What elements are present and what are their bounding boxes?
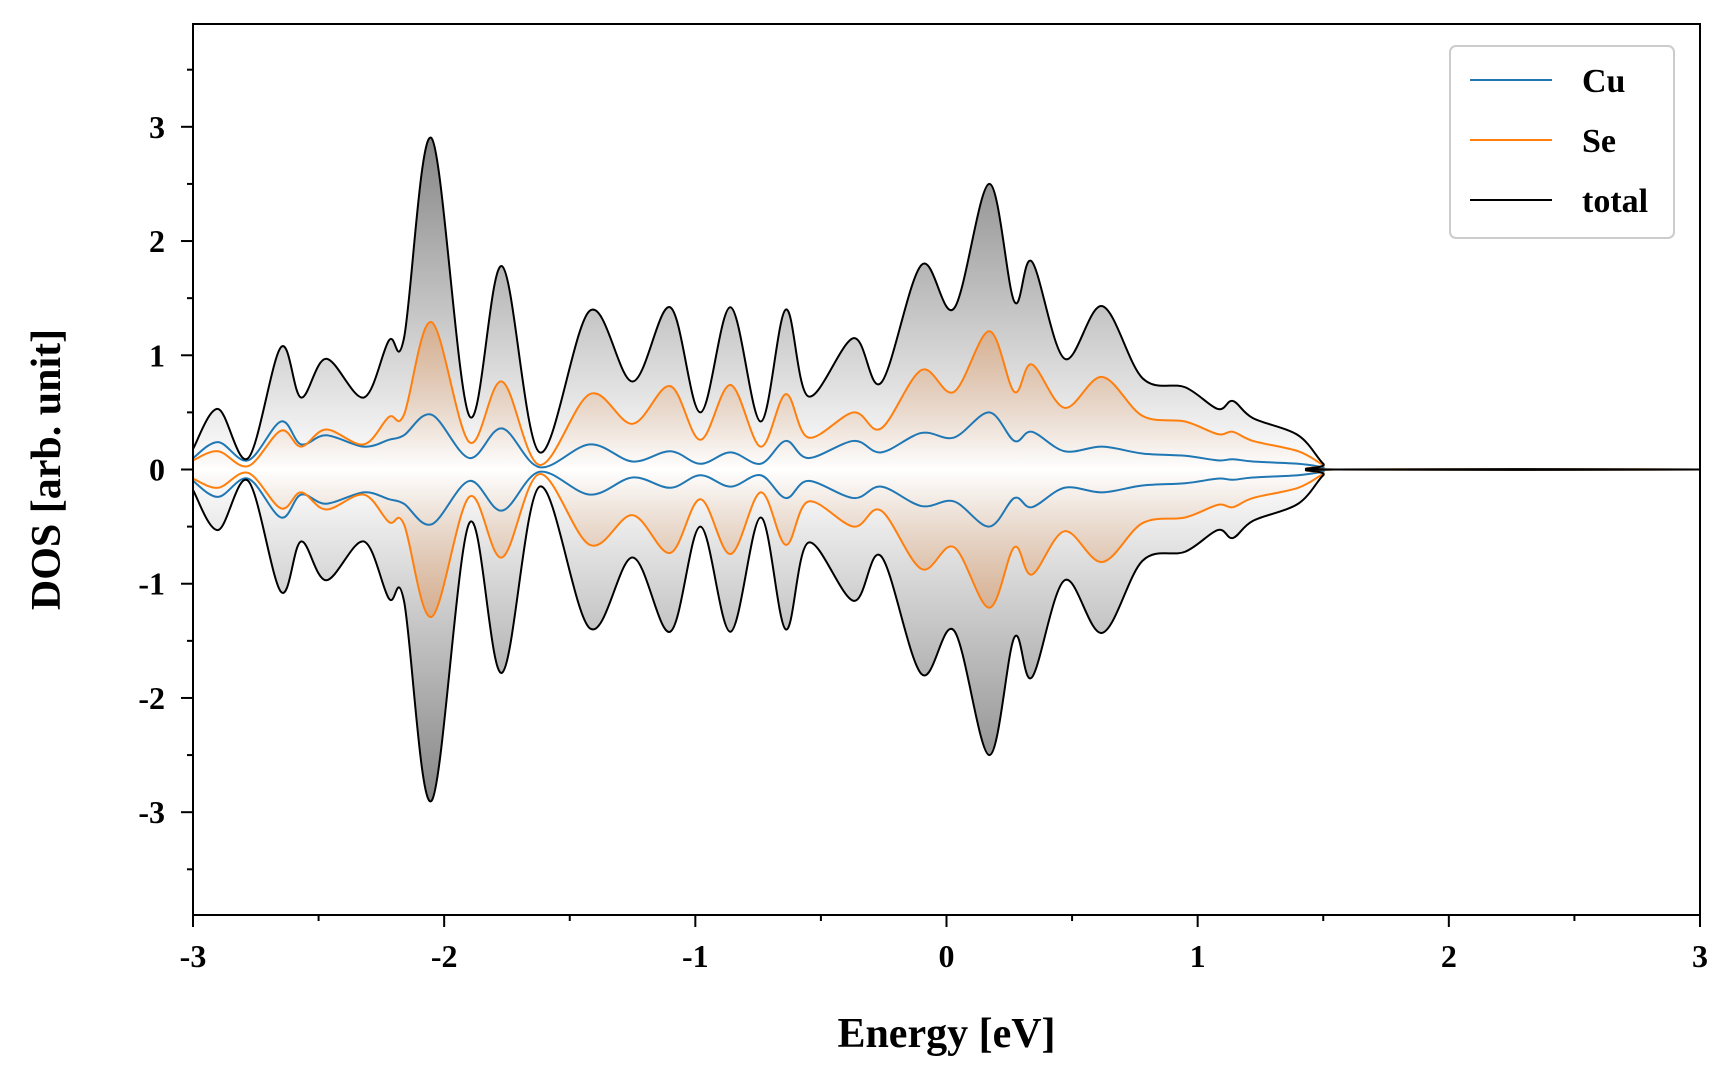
line-se-up	[192, 321, 1701, 471]
legend-box	[1449, 45, 1675, 239]
y-tick-label: 3	[149, 109, 165, 145]
x-tick-label: 1	[1190, 938, 1206, 974]
legend-label-total: total	[1582, 183, 1648, 220]
series-fills	[193, 137, 1700, 802]
y-tick-label: -1	[138, 566, 165, 602]
line-total-up	[192, 136, 1701, 471]
x-tick-label: -1	[682, 938, 709, 974]
x-tick-label: 3	[1692, 938, 1708, 974]
y-tick-label: -3	[138, 794, 165, 830]
y-tick-label: 2	[149, 223, 165, 259]
y-axis-label: DOS [arb. unit]	[24, 329, 70, 610]
line-total-down	[192, 468, 1701, 803]
line-se-down	[192, 468, 1701, 618]
legend-label-se: Se	[1582, 123, 1616, 160]
line-cu-down	[192, 468, 1701, 528]
x-tick-label: 2	[1441, 938, 1457, 974]
axis-ticks	[181, 68, 1701, 927]
x-axis-label: Energy [eV]	[837, 1011, 1055, 1057]
x-tick-label: -2	[431, 938, 458, 974]
x-tick-label: -3	[180, 938, 207, 974]
series-lines	[192, 136, 1701, 803]
fill-se	[193, 321, 1700, 618]
y-tick-label: -2	[138, 680, 165, 716]
legend: Cu Se total	[1449, 45, 1675, 239]
y-tick-label: 1	[149, 337, 165, 373]
line-cu-up	[192, 411, 1701, 471]
y-tick-label: 0	[149, 452, 165, 488]
x-tick-label: 0	[939, 938, 955, 974]
legend-label-cu: Cu	[1582, 63, 1625, 100]
axis-tick-labels: -3 -2 -1 0 1 2 3 -3 -2 -1 0 1 2 3	[138, 109, 1708, 974]
